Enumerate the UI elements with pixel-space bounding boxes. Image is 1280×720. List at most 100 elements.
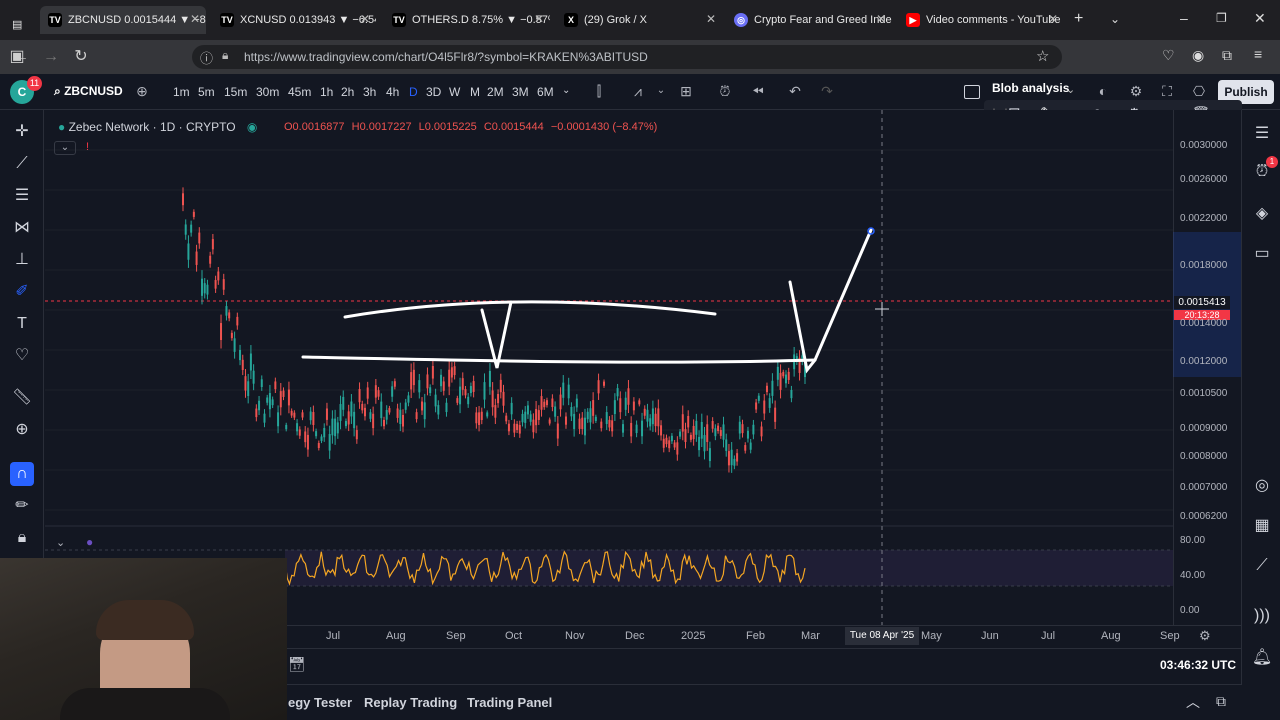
price-axis[interactable] [1173,110,1241,625]
clock[interactable]: 03:46:32 UTC [1160,658,1237,672]
tab-replay-trading[interactable]: Replay Trading [364,695,458,710]
close-tab-icon[interactable]: ✕ [189,12,200,26]
redo-icon[interactable]: ↷ [821,83,833,99]
pocket-icon[interactable]: ♡ [1162,47,1175,63]
close-tab-icon[interactable]: ✕ [359,12,370,26]
layers-icon[interactable]: ◈ [1255,205,1269,222]
reload-icon[interactable]: ↻ [74,48,88,65]
timeframe-1m[interactable]: 1m [173,85,190,99]
zoom-icon[interactable]: ⊕ [15,421,29,438]
crosshair-icon[interactable]: ✛ [15,123,29,140]
url-field[interactable]: https://www.tradingview.com/chart/O4l5Fl… [192,45,1062,69]
camera-icon[interactable]: ⎔ [1192,83,1206,99]
timeframe-15m[interactable]: 15m [224,85,248,99]
timeframe-2m[interactable]: 2M [487,85,504,99]
account-icon[interactable]: ◉ [1192,47,1205,63]
stream-icon[interactable]: ))) [1254,607,1270,624]
close-window-icon[interactable]: ✕ [1254,10,1266,26]
timeframe-4h[interactable]: 4h [386,85,400,99]
close-tab-icon[interactable]: ✕ [705,12,716,26]
blob-checkbox[interactable] [964,85,980,99]
timeframe-3d[interactable]: 3D [426,85,442,99]
timeframe-1h[interactable]: 1h [320,85,334,99]
collapse-legend-icon[interactable]: ⌄ [54,141,76,155]
lock-all-icon[interactable]: 🔒︎ [17,529,27,546]
pattern-icon[interactable]: ⋈ [14,219,30,236]
tab-menu-icon[interactable]: ▤ [12,18,23,31]
brush-icon[interactable]: ✐ [15,283,29,300]
symbol-search[interactable]: ⌕ ZBCNUSD [54,84,123,99]
menu-icon[interactable]: ≡ [1254,46,1263,62]
tab-youtube[interactable]: ▶ Video comments - YouTube ✕ [898,6,1064,34]
new-tab-icon[interactable]: + [1074,10,1084,27]
timeframe-3m[interactable]: 3M [512,85,529,99]
undo-icon[interactable]: ↶ [789,83,801,99]
magnet-icon[interactable]: ∩ [10,462,34,486]
close-tab-icon[interactable]: ✕ [533,12,544,26]
notifications-icon[interactable]: 🔔︎ [1251,649,1273,666]
quick-search-icon[interactable]: ◐ [1098,83,1108,99]
alert-icon[interactable]: ⏰︎ [719,83,731,99]
timeframe-3h[interactable]: 3h [363,85,377,99]
layout-icon[interactable]: ⊞ [680,83,692,99]
tab-zbcnusd[interactable]: TV ZBCNUSD 0.0015444 ▼ −8.4 ✕ [40,6,206,34]
calendar-icon[interactable]: ▦ [1254,517,1270,534]
chevron-down-icon[interactable]: ⌄ [1066,84,1076,96]
close-tab-icon[interactable]: ✕ [1047,12,1058,26]
candles-icon[interactable]: ⫿ [596,83,602,99]
minimize-icon[interactable]: – [1180,10,1188,26]
chevron-down-icon[interactable]: ⌄ [656,85,666,96]
stay-drawing-icon[interactable]: ✏ [15,497,29,514]
maximize-panel-icon[interactable]: ⧉ [1216,693,1226,709]
warning-icon[interactable]: ! [86,141,90,153]
eye-icon[interactable]: ● [58,120,69,134]
timeframe-m[interactable]: M [470,85,480,99]
layout-name[interactable]: Blob analysis [992,81,1070,95]
compare-add-icon[interactable]: ⊕ [136,83,148,99]
heart-icon[interactable]: ♡ [14,347,30,364]
tab-xcnusd[interactable]: TV XCNUSD 0.013943 ▼ −6.54 ✕ [212,6,376,34]
chevron-down-icon[interactable]: ⌄ [562,85,571,96]
indicators-icon[interactable]: ⩘ [634,83,642,99]
sidebar-icon[interactable]: ▣ [9,48,25,65]
projection-icon[interactable]: ⊥ [15,251,29,268]
tab-grok[interactable]: X (29) Grok / X ✕ [556,6,722,34]
settings-icon[interactable]: ⚙ [1199,628,1211,643]
replay-icon[interactable]: ⏪︎ [752,83,764,99]
extensions-icon[interactable]: ⧉ [1222,47,1232,63]
tab-list-icon[interactable]: ⌄ [1110,12,1121,26]
chart-pane[interactable] [45,110,1173,625]
pine-icon[interactable]: ⟋ [1256,557,1268,574]
legend-title[interactable]: Zebec Network · 1D · CRYPTO [68,120,236,134]
settings-icon[interactable]: ⚙ [1129,83,1143,99]
fib-icon[interactable]: ☰ [14,187,30,204]
timeframe-2h[interactable]: 2h [341,85,355,99]
watchlist-icon[interactable]: ☰ [1254,125,1270,142]
fullscreen-icon[interactable]: ⛶ [1162,83,1172,99]
timeframe-6m[interactable]: 6M [537,85,554,99]
ruler-icon[interactable]: 📏︎ [11,389,33,406]
alerts-icon[interactable]: ⏰︎ [1255,163,1269,180]
timeframe-d[interactable]: D [409,85,418,99]
chat-icon[interactable]: ▭ [1254,245,1270,262]
restore-icon[interactable]: ❐ [1216,11,1227,25]
forward-icon[interactable]: → [43,48,59,65]
timeframe-45m[interactable]: 45m [288,85,312,99]
tab-trading-panel[interactable]: Trading Panel [467,695,553,710]
time-axis[interactable] [45,625,1241,647]
chevron-up-icon[interactable]: ︿ [1186,694,1200,710]
close-tab-icon[interactable]: ✕ [875,12,886,26]
tab-fear-greed[interactable]: ◎ Crypto Fear and Greed Inde ✕ [726,6,892,34]
tab-strategy-tester[interactable]: egy Tester [288,695,353,710]
target-icon[interactable]: ◎ [1255,477,1269,494]
bookmark-star-icon[interactable]: ☆ [1036,48,1050,65]
timeframe-w[interactable]: W [449,85,461,99]
timeframe-5m[interactable]: 5m [198,85,215,99]
timeframe-30m[interactable]: 30m [256,85,280,99]
collapse-indicator-icon[interactable]: ⌄ [56,537,66,549]
trendline-icon[interactable]: ⟋ [16,155,28,172]
tab-others-d[interactable]: TV OTHERS.D 8.75% ▼ −0.57% ✕ [384,6,550,34]
back-icon[interactable]: ← [13,48,29,65]
text-icon[interactable]: T [17,315,27,332]
calendar-icon[interactable]: 📅︎ [288,656,306,672]
